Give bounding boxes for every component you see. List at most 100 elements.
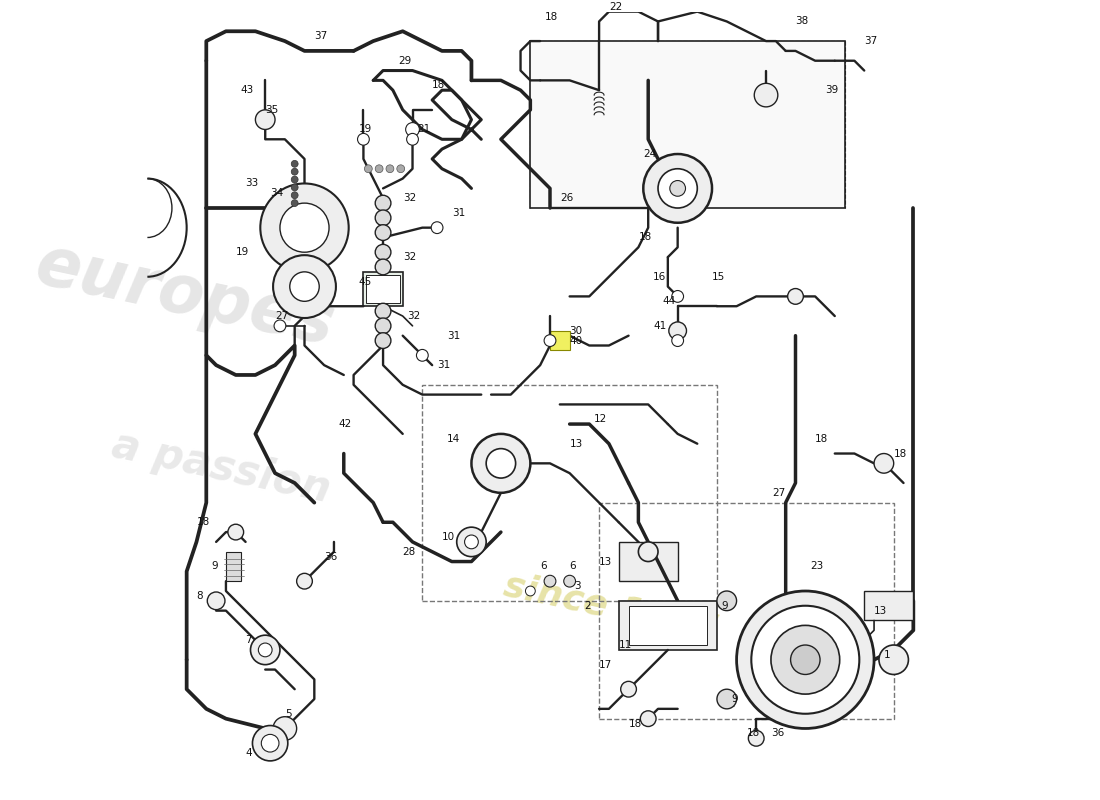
Text: 24: 24 [644,149,657,159]
Bar [865,591,913,621]
Text: 32: 32 [408,311,421,321]
Circle shape [280,203,329,252]
Circle shape [669,322,686,340]
Circle shape [292,160,298,167]
Circle shape [258,643,272,657]
Bar [422,385,717,601]
Text: 13: 13 [570,438,583,449]
Circle shape [262,734,279,752]
Circle shape [472,434,530,493]
Text: 1: 1 [884,650,891,660]
Circle shape [375,259,390,275]
Text: 17: 17 [600,660,613,670]
Bar [366,275,399,303]
Bar [618,601,717,650]
Circle shape [207,592,226,610]
Text: 18: 18 [197,518,210,527]
Text: 41: 41 [653,321,667,331]
Circle shape [879,645,909,674]
Text: 40: 40 [570,335,583,346]
Text: 27: 27 [772,488,785,498]
Text: 22: 22 [609,2,623,12]
Circle shape [375,210,390,226]
Text: 18: 18 [893,449,906,458]
Text: 32: 32 [403,252,416,262]
Text: 16: 16 [653,272,667,282]
Text: 18: 18 [747,728,760,738]
Circle shape [375,225,390,241]
Bar [530,41,845,208]
Text: 13: 13 [874,606,888,616]
Circle shape [544,575,556,587]
Circle shape [406,122,419,136]
Circle shape [620,682,637,697]
Circle shape [874,454,893,473]
Circle shape [386,165,394,173]
Text: 36: 36 [324,552,338,562]
Circle shape [737,591,874,729]
Text: 18: 18 [815,434,828,444]
Bar [363,272,403,306]
Text: 29: 29 [398,56,411,66]
Circle shape [640,711,656,726]
Text: 12: 12 [594,414,607,424]
Text: 19: 19 [235,247,249,258]
Circle shape [375,333,390,349]
Circle shape [292,200,298,206]
Circle shape [751,606,859,714]
Circle shape [791,645,820,674]
Circle shape [292,168,298,175]
Text: since 1985: since 1985 [500,568,722,647]
Circle shape [375,244,390,260]
Circle shape [289,272,319,302]
Text: 37: 37 [865,36,878,46]
Text: 8: 8 [197,591,204,601]
Text: a passion: a passion [108,424,334,512]
Circle shape [228,524,243,540]
Text: 18: 18 [432,80,446,90]
Text: 31: 31 [437,360,450,370]
Circle shape [253,726,288,761]
Text: 44: 44 [663,296,676,306]
Circle shape [273,717,297,740]
Circle shape [364,165,372,173]
Circle shape [375,195,390,211]
Text: 2: 2 [584,601,591,610]
Circle shape [417,350,428,362]
Text: 43: 43 [241,85,254,95]
Text: 32: 32 [403,194,416,203]
Circle shape [375,165,383,173]
Text: 38: 38 [795,17,808,26]
Circle shape [251,635,280,665]
Circle shape [644,154,712,222]
Circle shape [292,192,298,198]
Text: 31: 31 [447,330,460,341]
Circle shape [486,449,516,478]
Circle shape [261,183,349,272]
Circle shape [431,222,443,234]
Text: 23: 23 [811,562,824,571]
Circle shape [274,320,286,332]
Text: 26: 26 [560,194,573,203]
Text: 33: 33 [245,178,258,189]
Text: 30: 30 [570,326,583,336]
Bar [628,606,707,645]
Circle shape [788,289,803,304]
Circle shape [255,110,275,130]
Text: 9: 9 [722,601,728,610]
Circle shape [456,527,486,557]
Text: 45: 45 [359,277,372,286]
Circle shape [292,176,298,183]
Circle shape [717,591,737,610]
Text: 11: 11 [618,640,632,650]
Circle shape [672,290,683,302]
Text: 21: 21 [417,125,431,134]
Text: 3: 3 [574,581,581,591]
Text: 35: 35 [265,105,278,115]
Circle shape [292,184,298,191]
Circle shape [670,181,685,196]
Circle shape [544,334,556,346]
Bar [226,552,241,581]
Circle shape [748,730,764,746]
Circle shape [273,255,336,318]
